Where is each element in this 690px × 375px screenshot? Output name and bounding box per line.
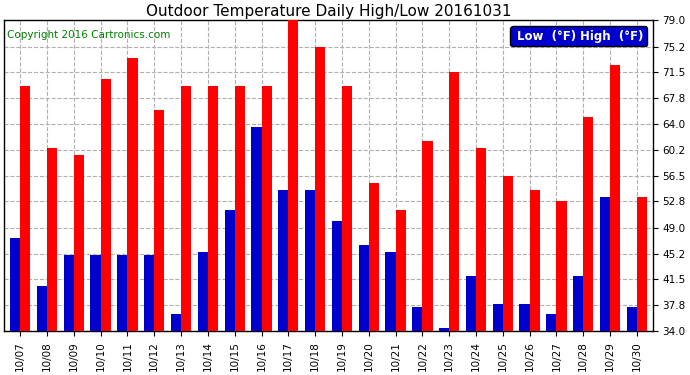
Bar	[198, 252, 208, 331]
Bar	[144, 255, 155, 331]
Bar	[171, 314, 181, 331]
Bar	[546, 314, 556, 331]
Bar	[368, 183, 379, 331]
Text: Copyright 2016 Cartronics.com: Copyright 2016 Cartronics.com	[8, 30, 171, 40]
Bar	[610, 65, 620, 331]
Bar	[466, 276, 476, 331]
Bar	[439, 328, 449, 331]
Bar	[235, 86, 245, 331]
Title: Outdoor Temperature Daily High/Low 20161031: Outdoor Temperature Daily High/Low 20161…	[146, 4, 511, 19]
Bar	[90, 255, 101, 331]
Bar	[476, 148, 486, 331]
Bar	[251, 128, 262, 331]
Bar	[637, 196, 647, 331]
Bar	[332, 221, 342, 331]
Bar	[503, 176, 513, 331]
Bar	[74, 155, 84, 331]
Bar	[305, 190, 315, 331]
Bar	[47, 148, 57, 331]
Bar	[342, 86, 352, 331]
Bar	[449, 72, 460, 331]
Bar	[573, 276, 583, 331]
Bar	[117, 255, 128, 331]
Bar	[181, 86, 191, 331]
Bar	[37, 286, 47, 331]
Bar	[529, 190, 540, 331]
Bar	[224, 210, 235, 331]
Bar	[385, 252, 395, 331]
Bar	[208, 86, 218, 331]
Bar	[20, 86, 30, 331]
Bar	[422, 141, 433, 331]
Bar	[600, 196, 610, 331]
Bar	[583, 117, 593, 331]
Bar	[315, 46, 325, 331]
Bar	[155, 110, 164, 331]
Bar	[520, 304, 529, 331]
Bar	[288, 20, 299, 331]
Bar	[395, 210, 406, 331]
Bar	[493, 304, 503, 331]
Bar	[128, 58, 138, 331]
Legend: Low  (°F), High  (°F): Low (°F), High (°F)	[511, 26, 647, 46]
Bar	[278, 190, 288, 331]
Bar	[10, 238, 20, 331]
Bar	[412, 307, 422, 331]
Bar	[63, 255, 74, 331]
Bar	[101, 79, 111, 331]
Bar	[262, 86, 272, 331]
Bar	[556, 201, 566, 331]
Bar	[359, 245, 368, 331]
Bar	[627, 307, 637, 331]
